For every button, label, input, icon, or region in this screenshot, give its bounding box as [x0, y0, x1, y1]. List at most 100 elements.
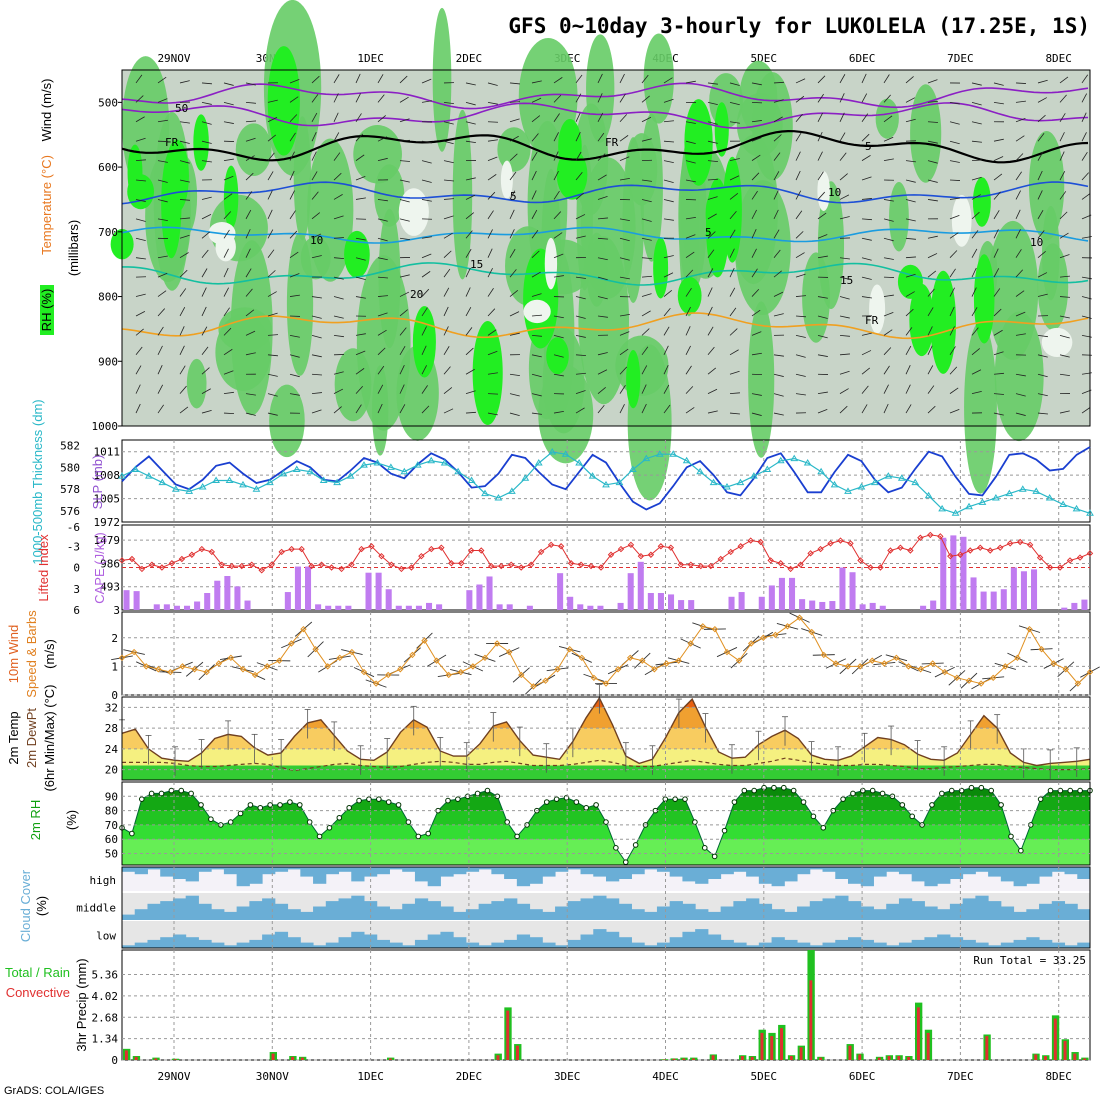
- wind-barb: [267, 171, 274, 181]
- thickness-point: [427, 456, 436, 464]
- temp-frame: [121, 696, 1091, 781]
- wind-barb: [465, 267, 471, 278]
- cape-bar: [1061, 607, 1068, 610]
- cloud-bar-middle: [898, 898, 913, 920]
- wind-barb: [135, 218, 146, 222]
- rh-point: [692, 819, 698, 825]
- wind-barb: [685, 140, 696, 145]
- cloud-bar-middle: [784, 911, 798, 920]
- wind-barb: [949, 268, 956, 278]
- wind-barb: [135, 328, 144, 336]
- li-point: [438, 544, 445, 551]
- cape-bar: [557, 573, 564, 610]
- bottom-axis-date-8DEC: 8DEC: [1045, 1070, 1072, 1083]
- slp-tick-1011: 1011: [94, 446, 121, 459]
- li-point: [1016, 538, 1024, 546]
- wind-barb: [575, 354, 586, 357]
- wind-barb: [1081, 193, 1091, 200]
- wind-barb: [751, 101, 763, 104]
- wind-barb: [839, 216, 850, 220]
- rh-moist-area: [643, 33, 674, 124]
- thickness-point: [521, 474, 530, 481]
- cloud-bar-middle: [172, 898, 187, 920]
- cloud-bar-low: [797, 942, 811, 948]
- cloud-bar-middle: [555, 906, 569, 920]
- cape-bar: [668, 594, 675, 610]
- wind-barb: [333, 388, 344, 394]
- wind-barb: [465, 194, 476, 200]
- wind-speed-point: [263, 663, 271, 670]
- cloud-bar-high: [313, 867, 327, 884]
- top-axis-date-7DEC: 7DEC: [947, 52, 974, 65]
- wind-barb: [179, 179, 190, 183]
- wind-speed-point: [917, 666, 924, 673]
- footer-credit: GrADS: COLA/IGES: [4, 1085, 104, 1097]
- wind-barb: [971, 390, 982, 395]
- wind-barb: [685, 306, 691, 317]
- wind-barb: [751, 172, 760, 181]
- wind-speed-point: [965, 677, 973, 684]
- wind-barb: [377, 384, 384, 394]
- wind-speed-point: [1050, 660, 1057, 667]
- cape-bar: [426, 602, 433, 610]
- wind-barb: [157, 179, 168, 183]
- wind-barb: [575, 151, 582, 161]
- li-ylabel: Lifted Index: [36, 534, 51, 602]
- li-point: [757, 538, 764, 546]
- cloud-bar-high: [223, 867, 238, 875]
- rh-point: [405, 819, 412, 825]
- wind-barb: [355, 93, 361, 103]
- wind-barb: [377, 199, 388, 202]
- thickness-point: [776, 456, 785, 464]
- cloud-bar-middle: [975, 895, 989, 920]
- wind-barb: [641, 365, 648, 375]
- wind-barb: [311, 112, 318, 122]
- wind-barb: [751, 209, 757, 220]
- cape-bar: [738, 592, 745, 610]
- contour-label: 20: [410, 288, 423, 301]
- wind-barb: [179, 385, 187, 394]
- top-axis-date-2DEC: 2DEC: [456, 52, 483, 65]
- cloud-bar-high: [351, 867, 365, 882]
- wind-barb: [1081, 74, 1089, 84]
- rh-moist-area: [964, 321, 997, 494]
- cloud-bar-low: [898, 942, 913, 948]
- cape-bar: [395, 605, 402, 610]
- precip-legend-convective: Convective: [6, 985, 70, 1000]
- wind-barb: [883, 94, 891, 103]
- li-point: [228, 562, 235, 570]
- cloud-bar-middle: [287, 909, 301, 920]
- wind-barb: [377, 218, 388, 222]
- wind-barb: [949, 408, 960, 414]
- cape-bar: [214, 580, 221, 610]
- rh-moist-area: [230, 240, 273, 416]
- wind-barb: [487, 372, 498, 375]
- precip-conv-bar: [1034, 1054, 1038, 1060]
- wind-barb: [641, 237, 652, 241]
- thickness-point: [655, 450, 664, 457]
- rh-point: [129, 830, 135, 837]
- wind-barb: [1059, 76, 1069, 84]
- thickness-point: [978, 498, 987, 505]
- cloud-bar-middle: [695, 909, 709, 920]
- wind-barb: [443, 121, 454, 125]
- rh-saturated-area: [714, 102, 729, 157]
- wind-barb: [949, 232, 959, 239]
- cloud-bar-middle: [134, 909, 148, 920]
- wind-barb: [993, 82, 1004, 86]
- cloud-bar-high: [746, 867, 760, 877]
- cloud-level-high: high: [90, 874, 117, 887]
- wind-barb: [773, 393, 784, 397]
- temp-ylabel-a: 2m Temp: [6, 711, 21, 764]
- wind-barb: [399, 139, 410, 142]
- wind-barb: [487, 248, 493, 258]
- wind-barb: [1015, 412, 1026, 416]
- rh-saturated-area: [972, 177, 991, 227]
- wind-barb: [355, 237, 366, 241]
- wind-barb: [179, 365, 186, 375]
- cloud-bar-middle: [185, 895, 199, 920]
- cloud-bar-low: [860, 939, 874, 948]
- wind-barb: [707, 287, 713, 297]
- rh-moist-area: [372, 365, 389, 456]
